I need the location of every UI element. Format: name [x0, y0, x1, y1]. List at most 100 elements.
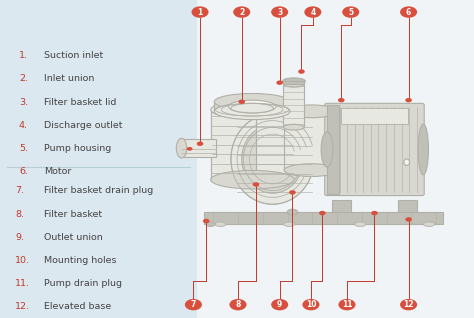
Text: 9: 9	[277, 300, 283, 309]
Circle shape	[271, 299, 288, 310]
Ellipse shape	[231, 114, 314, 204]
Text: 1.: 1.	[19, 51, 28, 60]
Circle shape	[338, 299, 356, 310]
Text: Motor: Motor	[44, 167, 72, 176]
Circle shape	[289, 190, 296, 195]
Text: Filter basket: Filter basket	[44, 210, 102, 218]
Text: Outlet union: Outlet union	[44, 233, 103, 242]
Ellipse shape	[214, 93, 290, 110]
Ellipse shape	[210, 100, 294, 119]
Circle shape	[185, 299, 202, 310]
Text: Filter basket lid: Filter basket lid	[44, 98, 117, 107]
Text: 1: 1	[197, 8, 203, 17]
Text: 8: 8	[235, 300, 241, 309]
Ellipse shape	[287, 209, 298, 215]
Circle shape	[319, 211, 326, 215]
Text: 3: 3	[277, 8, 283, 17]
Text: 7: 7	[191, 300, 196, 309]
Text: 9.: 9.	[15, 233, 24, 242]
Ellipse shape	[283, 222, 295, 226]
Circle shape	[400, 299, 417, 310]
Circle shape	[302, 299, 319, 310]
Ellipse shape	[231, 103, 273, 113]
Circle shape	[405, 217, 412, 222]
Text: 11.: 11.	[15, 279, 30, 288]
Text: 2.: 2.	[19, 74, 28, 83]
Circle shape	[197, 142, 203, 146]
Circle shape	[371, 211, 378, 215]
Circle shape	[253, 182, 259, 187]
FancyBboxPatch shape	[182, 139, 216, 157]
Text: Mounting holes: Mounting holes	[44, 256, 117, 265]
Text: Filter basket drain plug: Filter basket drain plug	[44, 186, 153, 195]
Text: 7.: 7.	[15, 186, 24, 195]
Ellipse shape	[423, 222, 435, 226]
Text: 11: 11	[342, 300, 352, 309]
Circle shape	[238, 100, 245, 104]
Text: Pump drain plug: Pump drain plug	[44, 279, 122, 288]
Circle shape	[342, 6, 359, 18]
Text: 5: 5	[348, 8, 353, 17]
Circle shape	[400, 6, 417, 18]
Circle shape	[304, 6, 321, 18]
Text: 10: 10	[306, 300, 316, 309]
FancyBboxPatch shape	[211, 111, 294, 180]
Ellipse shape	[242, 125, 303, 193]
Text: Suction inlet: Suction inlet	[44, 51, 103, 60]
Circle shape	[276, 80, 283, 85]
Text: 3.: 3.	[19, 98, 28, 107]
Circle shape	[229, 299, 246, 310]
FancyBboxPatch shape	[327, 105, 339, 194]
FancyBboxPatch shape	[283, 84, 304, 127]
Ellipse shape	[418, 124, 428, 175]
Ellipse shape	[210, 170, 294, 189]
Ellipse shape	[206, 222, 215, 226]
Ellipse shape	[228, 100, 276, 113]
FancyBboxPatch shape	[0, 0, 197, 318]
Circle shape	[338, 98, 345, 102]
Text: 4.: 4.	[19, 121, 28, 130]
Circle shape	[405, 98, 412, 102]
Ellipse shape	[284, 105, 338, 118]
FancyBboxPatch shape	[284, 111, 339, 170]
FancyBboxPatch shape	[398, 200, 417, 219]
Text: 2: 2	[239, 8, 245, 17]
FancyBboxPatch shape	[214, 102, 290, 111]
Text: Pump housing: Pump housing	[44, 144, 111, 153]
Ellipse shape	[355, 222, 366, 226]
Text: 10.: 10.	[15, 256, 30, 265]
Ellipse shape	[187, 148, 192, 150]
FancyBboxPatch shape	[325, 103, 424, 196]
Ellipse shape	[215, 222, 226, 226]
Ellipse shape	[214, 103, 290, 120]
Ellipse shape	[404, 159, 410, 165]
FancyBboxPatch shape	[341, 108, 408, 124]
Circle shape	[298, 69, 305, 74]
FancyBboxPatch shape	[204, 212, 443, 224]
Text: 6.: 6.	[19, 167, 28, 176]
Ellipse shape	[176, 138, 187, 158]
Text: 12: 12	[403, 300, 414, 309]
Ellipse shape	[284, 164, 338, 176]
FancyBboxPatch shape	[256, 113, 289, 176]
FancyBboxPatch shape	[211, 110, 280, 181]
Text: Elevated base: Elevated base	[44, 302, 111, 311]
Circle shape	[233, 6, 250, 18]
Ellipse shape	[283, 81, 304, 87]
Text: 12.: 12.	[15, 302, 30, 311]
Circle shape	[203, 219, 210, 223]
Ellipse shape	[321, 132, 333, 167]
Text: 4: 4	[310, 8, 316, 17]
Text: 6: 6	[406, 8, 411, 17]
Circle shape	[191, 6, 209, 18]
Ellipse shape	[283, 124, 304, 130]
Text: 8.: 8.	[15, 210, 24, 218]
FancyBboxPatch shape	[283, 81, 304, 84]
Text: Discharge outlet: Discharge outlet	[44, 121, 123, 130]
FancyBboxPatch shape	[197, 0, 474, 318]
Ellipse shape	[283, 78, 305, 84]
Text: 5.: 5.	[19, 144, 28, 153]
Circle shape	[271, 6, 288, 18]
FancyBboxPatch shape	[332, 200, 351, 219]
Text: Inlet union: Inlet union	[44, 74, 94, 83]
